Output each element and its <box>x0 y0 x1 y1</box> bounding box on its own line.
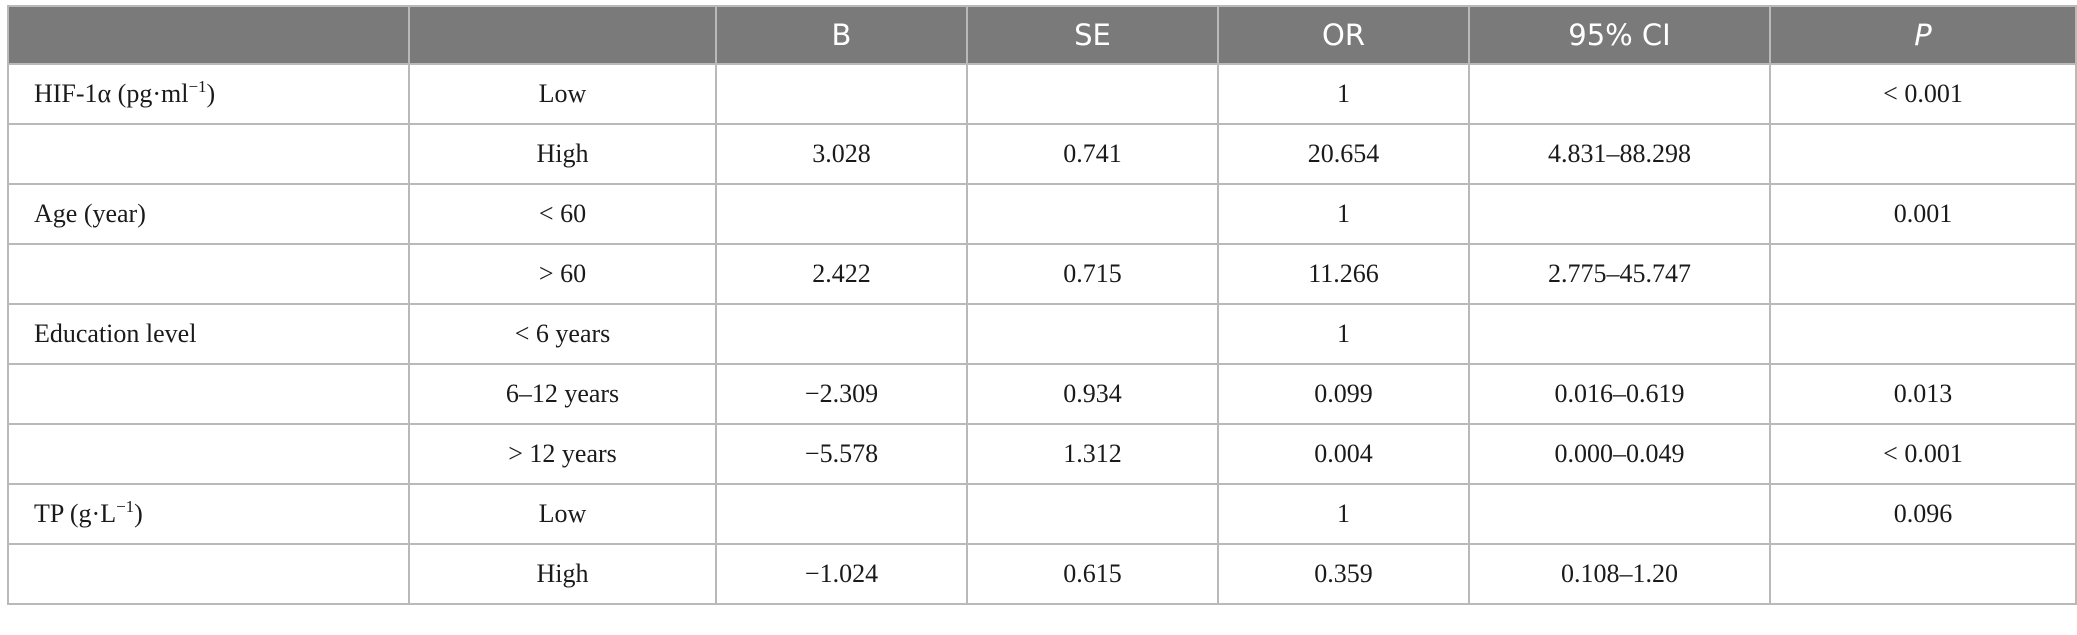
or-cell: 20.654 <box>1217 123 1470 185</box>
table-row: Age (year) < 60 1 0.001 <box>7 183 2077 245</box>
table-row: High 3.028 0.741 20.654 4.831–88.298 <box>7 123 2077 185</box>
se-cell: 0.615 <box>966 543 1219 605</box>
variable-label: HIF-1α (pg·ml <box>34 79 189 108</box>
table-row: Education level < 6 years 1 <box>7 303 2077 365</box>
ci-cell <box>1468 303 1771 365</box>
variable-cell <box>7 423 410 485</box>
header-or: OR <box>1217 5 1470 65</box>
or-cell: 1 <box>1217 303 1470 365</box>
header-ci: 95% CI <box>1468 5 1771 65</box>
level-cell: < 6 years <box>408 303 717 365</box>
se-cell: 0.715 <box>966 243 1219 305</box>
or-cell: 0.359 <box>1217 543 1470 605</box>
b-cell <box>715 183 968 245</box>
table-row: HIF-1α (pg·ml−1) Low 1 < 0.001 <box>7 63 2077 125</box>
p-cell <box>1769 303 2077 365</box>
variable-cell <box>7 363 410 425</box>
table-row: > 60 2.422 0.715 11.266 2.775–45.747 <box>7 243 2077 305</box>
variable-cell: HIF-1α (pg·ml−1) <box>7 63 410 125</box>
se-cell: 1.312 <box>966 423 1219 485</box>
b-cell <box>715 483 968 545</box>
or-cell: 11.266 <box>1217 243 1470 305</box>
se-cell <box>966 63 1219 125</box>
header-p: P <box>1769 5 2077 65</box>
or-cell: 1 <box>1217 63 1470 125</box>
table-row: TP (g·L−1) Low 1 0.096 <box>7 483 2077 545</box>
header-variable <box>7 5 410 65</box>
p-cell: < 0.001 <box>1769 423 2077 485</box>
b-cell <box>715 303 968 365</box>
variable-unit-exponent: −1 <box>188 77 207 96</box>
b-cell: 2.422 <box>715 243 968 305</box>
or-cell: 1 <box>1217 183 1470 245</box>
p-cell: < 0.001 <box>1769 63 2077 125</box>
b-cell: 3.028 <box>715 123 968 185</box>
p-cell <box>1769 243 2077 305</box>
se-cell: 0.934 <box>966 363 1219 425</box>
variable-cell <box>7 243 410 305</box>
variable-cell <box>7 123 410 185</box>
regression-table: B SE OR 95% CI P HIF-1α (pg·ml−1) Low 1 < 0… <box>7 5 2077 605</box>
p-cell <box>1769 123 2077 185</box>
b-cell: −1.024 <box>715 543 968 605</box>
ci-cell: 2.775–45.747 <box>1468 243 1771 305</box>
table-header: B SE OR 95% CI P <box>7 5 2077 65</box>
variable-cell: Age (year) <box>7 183 410 245</box>
variable-cell: TP (g·L−1) <box>7 483 410 545</box>
ci-cell <box>1468 63 1771 125</box>
b-cell: −2.309 <box>715 363 968 425</box>
level-cell: > 12 years <box>408 423 717 485</box>
level-cell: Low <box>408 63 717 125</box>
p-cell: 0.096 <box>1769 483 2077 545</box>
p-cell: 0.013 <box>1769 363 2077 425</box>
ci-cell: 0.108–1.20 <box>1468 543 1771 605</box>
header-se: SE <box>966 5 1219 65</box>
table-row: 6–12 years −2.309 0.934 0.099 0.016–0.619 0.0… <box>7 363 2077 425</box>
variable-label-tail: ) <box>206 79 216 108</box>
ci-cell: 4.831–88.298 <box>1468 123 1771 185</box>
table-row: > 12 years −5.578 1.312 0.004 0.000–0.049 < 0… <box>7 423 2077 485</box>
se-cell <box>966 183 1219 245</box>
or-cell: 1 <box>1217 483 1470 545</box>
level-cell: 6–12 years <box>408 363 717 425</box>
variable-label-tail: ) <box>134 499 143 528</box>
b-cell <box>715 63 968 125</box>
regression-table-container: B SE OR 95% CI P HIF-1α (pg·ml−1) Low 1 < 0… <box>7 5 2077 605</box>
variable-label: Education level <box>34 319 197 348</box>
header-row: B SE OR 95% CI P <box>7 5 2077 65</box>
level-cell: High <box>408 543 717 605</box>
p-cell <box>1769 543 2077 605</box>
variable-label: TP (g·L <box>34 499 117 528</box>
b-cell: −5.578 <box>715 423 968 485</box>
ci-cell: 0.000–0.049 <box>1468 423 1771 485</box>
ci-cell <box>1468 183 1771 245</box>
variable-cell <box>7 543 410 605</box>
or-cell: 0.004 <box>1217 423 1470 485</box>
header-level <box>408 5 717 65</box>
variable-label: Age (year) <box>34 199 146 228</box>
ci-cell <box>1468 483 1771 545</box>
ci-cell: 0.016–0.619 <box>1468 363 1771 425</box>
level-cell: < 60 <box>408 183 717 245</box>
level-cell: High <box>408 123 717 185</box>
table-row: High −1.024 0.615 0.359 0.108–1.20 <box>7 543 2077 605</box>
p-cell: 0.001 <box>1769 183 2077 245</box>
se-cell <box>966 303 1219 365</box>
variable-cell: Education level <box>7 303 410 365</box>
header-b: B <box>715 5 968 65</box>
se-cell: 0.741 <box>966 123 1219 185</box>
level-cell: > 60 <box>408 243 717 305</box>
se-cell <box>966 483 1219 545</box>
variable-unit-exponent: −1 <box>116 497 135 516</box>
or-cell: 0.099 <box>1217 363 1470 425</box>
table-body: HIF-1α (pg·ml−1) Low 1 < 0.001 High 3.028 0.74… <box>7 63 2077 605</box>
level-cell: Low <box>408 483 717 545</box>
